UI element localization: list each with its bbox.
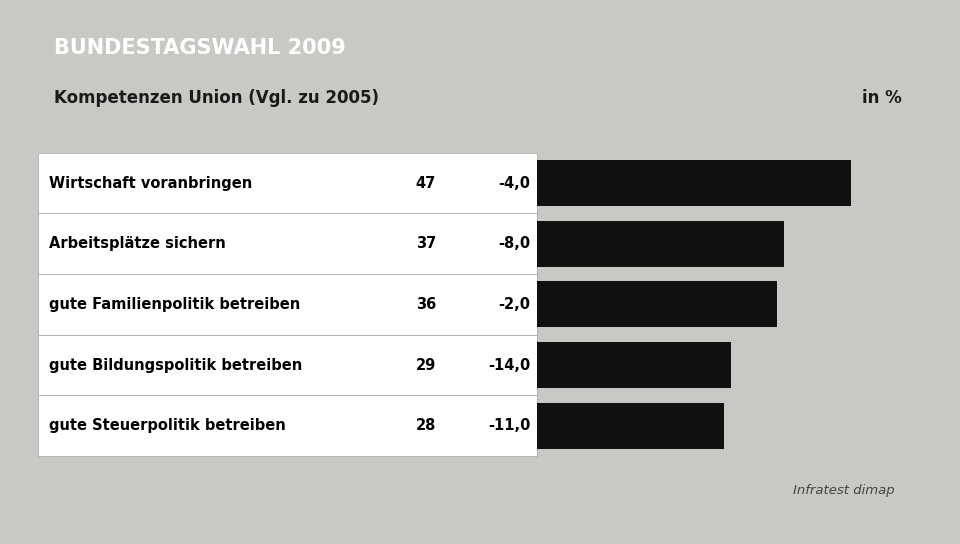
Text: in %: in % bbox=[862, 89, 902, 107]
Text: -8,0: -8,0 bbox=[498, 236, 530, 251]
Bar bbox=[538, 342, 731, 388]
Bar bbox=[538, 221, 784, 267]
Bar bbox=[538, 281, 778, 327]
Bar bbox=[38, 395, 538, 456]
Text: gute Steuerpolitik betreiben: gute Steuerpolitik betreiben bbox=[49, 418, 286, 433]
Text: 47: 47 bbox=[416, 176, 436, 190]
Text: -14,0: -14,0 bbox=[488, 357, 530, 373]
Bar bbox=[38, 153, 538, 213]
Bar bbox=[38, 153, 538, 456]
Bar bbox=[538, 403, 724, 449]
Text: BUNDESTAGSWAHL 2009: BUNDESTAGSWAHL 2009 bbox=[55, 38, 346, 58]
Text: gute Bildungspolitik betreiben: gute Bildungspolitik betreiben bbox=[49, 357, 302, 373]
Bar bbox=[538, 160, 851, 206]
Text: 28: 28 bbox=[416, 418, 436, 433]
Text: 36: 36 bbox=[416, 297, 436, 312]
Text: 29: 29 bbox=[416, 357, 436, 373]
Text: Wirtschaft voranbringen: Wirtschaft voranbringen bbox=[49, 176, 252, 190]
Bar bbox=[38, 335, 538, 395]
Text: -11,0: -11,0 bbox=[488, 418, 530, 433]
Bar bbox=[38, 213, 538, 274]
Text: Kompetenzen Union (Vgl. zu 2005): Kompetenzen Union (Vgl. zu 2005) bbox=[55, 89, 379, 107]
Text: -4,0: -4,0 bbox=[498, 176, 530, 190]
Text: gute Familienpolitik betreiben: gute Familienpolitik betreiben bbox=[49, 297, 300, 312]
Text: 37: 37 bbox=[416, 236, 436, 251]
Text: -2,0: -2,0 bbox=[498, 297, 530, 312]
Text: Infratest dimap: Infratest dimap bbox=[794, 484, 895, 497]
Bar bbox=[38, 274, 538, 335]
Text: Arbeitsplätze sichern: Arbeitsplätze sichern bbox=[49, 236, 226, 251]
